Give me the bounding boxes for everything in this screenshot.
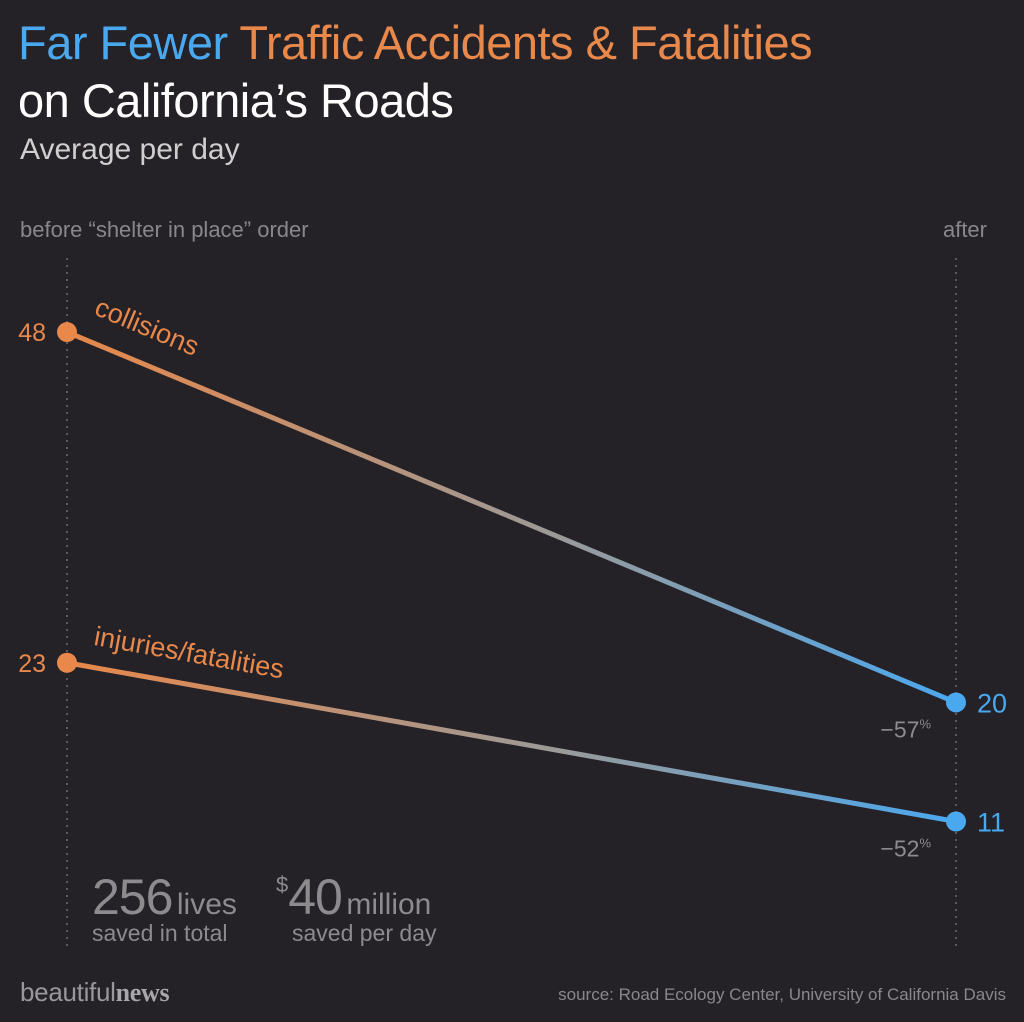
money-saved-unit: million — [346, 888, 432, 921]
money-saved-value: 40 — [288, 869, 343, 925]
title-line-two: on California’s Roads — [18, 74, 454, 127]
collisions-change-label: −57% — [880, 716, 931, 742]
after-column-label: after — [942, 217, 987, 242]
collisions-before-value: 48 — [18, 319, 46, 347]
injuries-fatalities-after-value: 11 — [977, 807, 1005, 837]
brand-light: beautiful — [20, 977, 116, 1007]
collisions-after-value: 20 — [977, 688, 1007, 718]
injuries-fatalities-before-point — [57, 652, 77, 673]
collisions-after-point — [946, 692, 966, 713]
lives-saved-caption: saved in total — [92, 920, 228, 946]
before-column-label: before “shelter in place” order — [20, 217, 309, 242]
lives-saved-value: 256 — [92, 869, 173, 925]
money-saved-symbol: $ — [276, 872, 289, 897]
chart-title: Far Fewer Traffic Accidents & Fatalities… — [18, 14, 813, 130]
injuries-fatalities-line — [64, 660, 959, 824]
lives-saved-unit: lives — [176, 888, 237, 921]
collisions-change-unit: % — [919, 716, 931, 731]
collisions-before-point — [57, 322, 77, 343]
brand-bold: news — [115, 978, 170, 1007]
lives-saved-stat: 256 lives saved in total — [92, 868, 237, 947]
money-saved-stat: $40 million saved per day — [276, 868, 436, 947]
injuries-fatalities-after-point — [946, 811, 966, 832]
beautiful-news-logo: beautifulnews — [20, 977, 170, 1008]
injuries-fatalities-change-unit: % — [919, 835, 931, 850]
title-far-fewer: Far Fewer — [18, 16, 228, 69]
title-traffic-accidents: Traffic Accidents & Fatalities — [239, 16, 813, 69]
injuries-fatalities-before-value: 23 — [18, 650, 46, 678]
source-credit: source: Road Ecology Center, University … — [558, 985, 1006, 1004]
collisions-line — [64, 329, 959, 705]
money-saved-caption: saved per day — [292, 920, 437, 946]
chart-subtitle: Average per day — [20, 133, 240, 166]
injuries-fatalities-change-label: −52% — [880, 835, 931, 861]
